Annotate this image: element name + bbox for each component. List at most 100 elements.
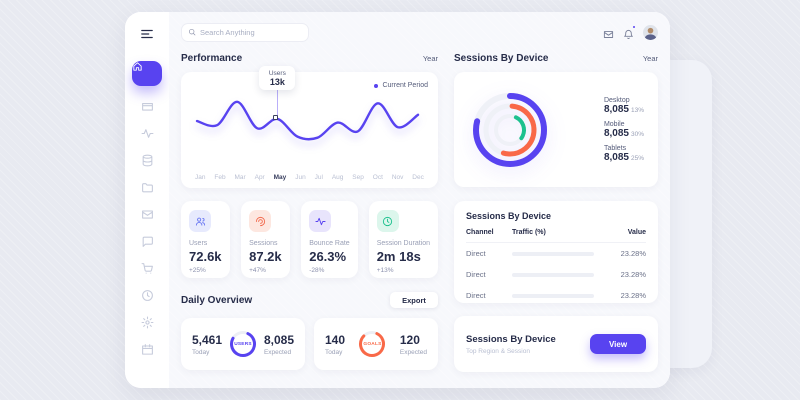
stat-card-session-duration[interactable]: Session Duration 2m 18s +13% xyxy=(368,201,439,278)
sidebar xyxy=(125,12,169,388)
month-label-sep: Sep xyxy=(352,174,364,181)
main-content: Performance Year Current Period Users 13… xyxy=(169,12,670,388)
value-cell: 23.28% xyxy=(620,270,646,279)
stat-card-sessions[interactable]: Sessions 87.2k +47% xyxy=(241,201,291,278)
chat-icon xyxy=(141,235,154,248)
stat-value: 87.2k xyxy=(249,249,282,264)
expected-block: 120 Expected xyxy=(400,333,427,356)
sidebar-item-cart[interactable] xyxy=(141,262,154,275)
today-label: Today xyxy=(192,348,210,356)
channel-cell: Direct xyxy=(466,270,486,279)
expected-label: Expected xyxy=(399,348,427,356)
sidebar-item-calendar[interactable] xyxy=(141,343,154,356)
mail-icon xyxy=(141,208,154,221)
table-body: Direct 23.28% Direct 23.28% Direct 23.28… xyxy=(466,243,646,306)
clock-icon xyxy=(376,210,399,232)
tooltip-pointer-line xyxy=(276,90,279,119)
users-icon xyxy=(189,210,211,232)
channel-cell: Direct xyxy=(466,249,486,258)
sidebar-item-gear[interactable] xyxy=(141,316,154,329)
device-value: 8,085 30% xyxy=(603,127,644,139)
pulse-icon xyxy=(141,127,154,140)
search-box[interactable] xyxy=(181,22,309,42)
sessions-view-card: Sessions By Device Top Region & Session … xyxy=(454,316,658,372)
sessions-donut-card: Desktop 8,085 13% Mobile 8,085 30% Tablets… xyxy=(454,72,658,187)
device-value: 8,085 25% xyxy=(603,151,644,163)
sidebar-item-mail[interactable] xyxy=(141,208,154,221)
stat-card-bounce-rate[interactable]: Bounce Rate 26.3% -28% xyxy=(301,201,358,278)
device-label: Tablets xyxy=(603,144,627,152)
right-column: Sessions By Device Year Desktop 8,085 13%… xyxy=(454,50,658,372)
database-icon xyxy=(141,154,154,167)
stats-row: Users 72.6k +25% Sessions 87.2k +47% Bou… xyxy=(181,201,439,278)
month-label-jun: Jun xyxy=(295,174,306,181)
month-label-apr: Apr xyxy=(254,174,265,181)
menu-icon[interactable] xyxy=(140,27,154,41)
month-label-feb: Feb xyxy=(214,174,226,181)
daily-card-goals[interactable]: 140 Today GOALS 120 Expected xyxy=(314,318,438,370)
ring-label: USERS xyxy=(234,341,252,347)
pulse-icon xyxy=(309,210,332,232)
wallet-icon xyxy=(141,100,154,113)
traffic-bar xyxy=(512,293,594,298)
daily-overview-cards: 5,461 Today USERS 8,085 Expected 140 Tod… xyxy=(181,318,438,370)
sidebar-item-chat[interactable] xyxy=(141,235,154,248)
stat-label: Bounce Rate xyxy=(309,240,350,247)
value-cell: 23.28% xyxy=(620,249,646,258)
performance-title: Performance xyxy=(181,52,243,64)
month-label-aug: Aug xyxy=(331,174,344,181)
chart-x-axis: Jan Feb Mar Apr May Jun Jul Aug Sep Oct Nov Dec xyxy=(195,174,424,181)
expected-value: 120 xyxy=(399,332,420,347)
progress-ring: GOALS xyxy=(356,328,388,360)
stat-delta: +47% xyxy=(249,267,266,274)
today-label: Today xyxy=(325,348,343,356)
search-input[interactable] xyxy=(200,27,302,37)
expected-label: Expected xyxy=(263,348,292,356)
month-label-jan: Jan xyxy=(195,174,206,181)
table-row: Direct 23.28% xyxy=(466,285,646,306)
export-button[interactable]: Export xyxy=(390,292,438,308)
stat-label: Users xyxy=(189,240,208,247)
sidebar-item-clock[interactable] xyxy=(141,289,154,302)
stat-card-users[interactable]: Users 72.6k +25% xyxy=(181,201,231,278)
notification-dot xyxy=(631,24,636,29)
view-button[interactable]: View xyxy=(590,334,646,354)
tooltip-label: Users xyxy=(268,69,286,77)
avatar[interactable] xyxy=(643,24,658,40)
today-block: 5,461 Today xyxy=(192,333,222,356)
stat-value: 26.3% xyxy=(309,249,347,264)
today-block: 140 Today xyxy=(325,333,345,356)
table-row: Direct 23.28% xyxy=(466,264,646,285)
sidebar-item-folder[interactable] xyxy=(141,181,154,194)
table-column-header: Channel xyxy=(466,229,494,236)
device-value: 8,085 13% xyxy=(603,103,644,115)
table-row: Direct 23.28% xyxy=(466,243,646,264)
sidebar-item-database[interactable] xyxy=(141,154,154,167)
donut-chart xyxy=(466,86,554,174)
chart-data-point-marker[interactable] xyxy=(273,114,279,120)
stat-value: 2m 18s xyxy=(376,249,421,264)
folder-icon xyxy=(141,181,154,194)
topbar xyxy=(181,22,658,42)
ring-label: GOALS xyxy=(363,341,382,347)
performance-period-selector[interactable]: Year xyxy=(422,53,438,63)
bell-icon[interactable] xyxy=(623,24,636,39)
performance-chart-card: Current Period Users 13k Jan Feb Mar Apr May… xyxy=(181,66,438,188)
mail-icon[interactable] xyxy=(603,27,614,38)
sidebar-item-wallet[interactable] xyxy=(141,100,154,113)
donut-legend: Desktop 8,085 13% Mobile 8,085 30% Tablets… xyxy=(604,97,646,163)
table-column-header: Value xyxy=(627,229,646,236)
daily-card-users[interactable]: 5,461 Today USERS 8,085 Expected xyxy=(181,318,305,370)
sidebar-item-home-active[interactable] xyxy=(132,61,162,86)
sidebar-nav xyxy=(132,61,162,356)
sidebar-item-pulse[interactable] xyxy=(141,127,154,140)
donut-legend-item: Desktop 8,085 13% xyxy=(604,97,644,115)
tooltip-value: 13k xyxy=(269,76,285,87)
sessions-period-selector[interactable]: Year xyxy=(642,53,658,63)
donut-arc-tablets xyxy=(494,113,526,146)
topbar-actions xyxy=(603,24,658,40)
donut-legend-item: Mobile 8,085 30% xyxy=(604,121,644,139)
chart-tooltip: Users 13k xyxy=(259,66,296,90)
expected-block: 8,085 Expected xyxy=(264,333,294,356)
